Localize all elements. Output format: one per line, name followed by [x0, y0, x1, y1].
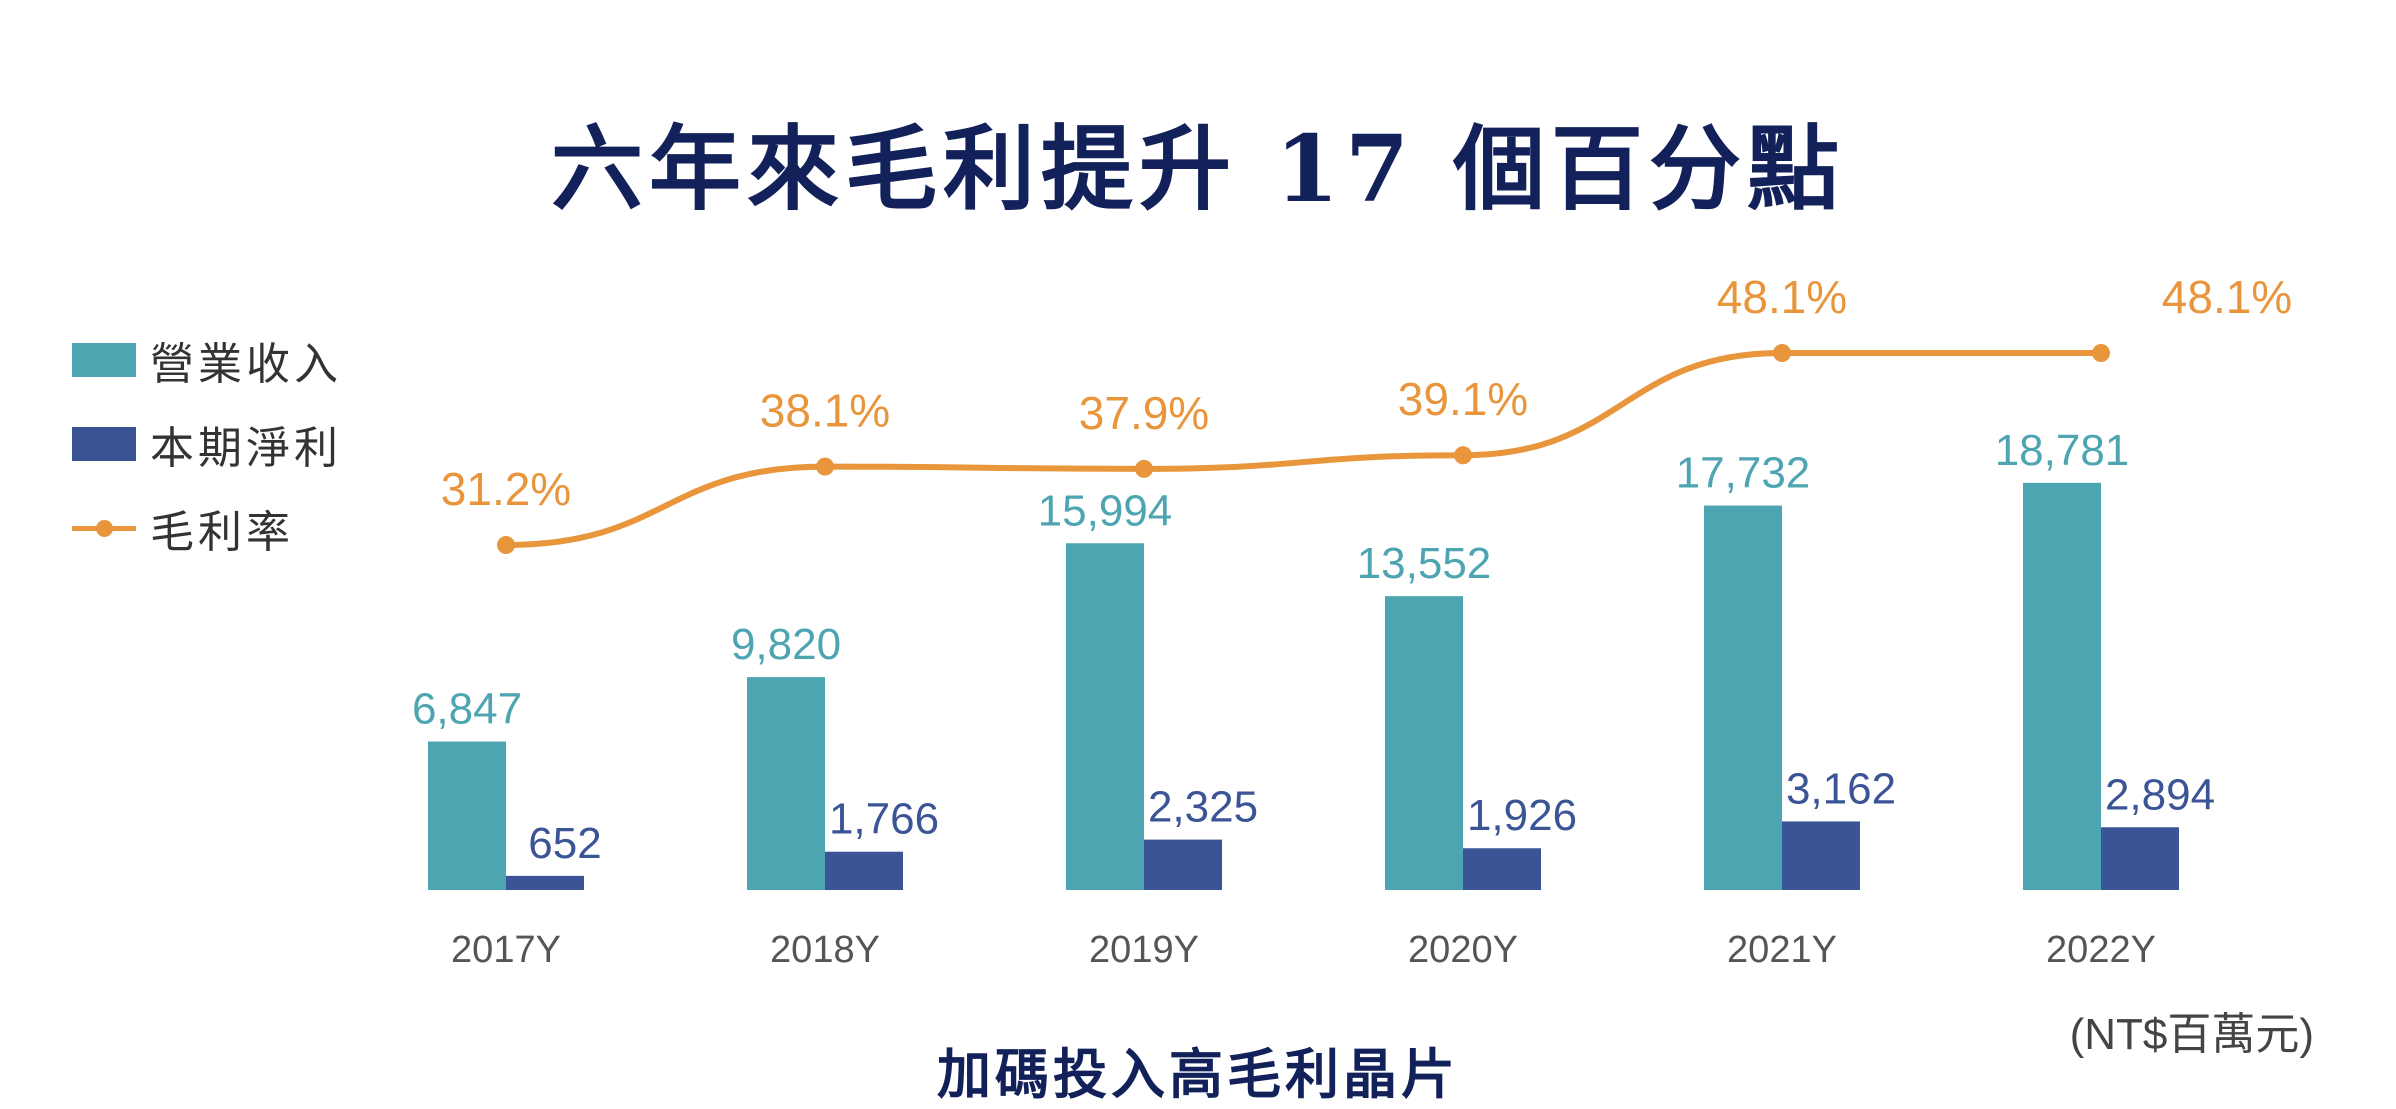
legend-label-revenue: 營業收入	[150, 339, 342, 390]
margin-point-2021Y	[1773, 344, 1791, 362]
margin-point-2017Y	[497, 536, 515, 554]
bar-net-income-2021Y	[1782, 821, 1860, 890]
label-margin-2017Y: 31.2%	[441, 463, 571, 515]
margin-line-icon	[72, 511, 136, 545]
x-tick-label-2018Y: 2018Y	[770, 929, 880, 971]
bar-revenue-2017Y	[428, 741, 506, 890]
margin-point-2022Y	[2092, 344, 2110, 362]
x-tick-label-2019Y: 2019Y	[1089, 929, 1199, 971]
revenue-swatch-icon	[72, 343, 136, 377]
bar-revenue-2018Y	[747, 677, 825, 890]
legend-label-margin: 毛利率	[150, 507, 294, 558]
label-net-income-2021Y: 3,162	[1786, 764, 1896, 813]
label-revenue-2018Y: 9,820	[731, 620, 841, 669]
legend-item-net-income: 本期淨利	[72, 402, 342, 486]
bar-net-income-2017Y	[506, 875, 584, 890]
bar-net-income-2022Y	[2101, 827, 2179, 890]
label-revenue-2022Y: 18,781	[1995, 426, 2130, 475]
margin-point-2019Y	[1135, 459, 1153, 478]
bar-revenue-2019Y	[1066, 543, 1144, 890]
label-net-income-2022Y: 2,894	[2105, 770, 2215, 819]
legend-item-revenue: 營業收入	[72, 318, 342, 402]
margin-line	[503, 349, 2104, 548]
label-margin-2022Y: 48.1%	[2162, 271, 2292, 323]
margin-point-2020Y	[1454, 446, 1472, 465]
x-tick-label-2021Y: 2021Y	[1727, 929, 1837, 971]
label-net-income-2018Y: 1,766	[829, 795, 939, 844]
bar-net-income-2018Y	[825, 851, 903, 890]
bar-revenue-2021Y	[1704, 505, 1782, 890]
label-margin-2021Y: 48.1%	[1717, 271, 1847, 323]
label-revenue-2017Y: 6,847	[412, 685, 522, 734]
bar-revenue-2020Y	[1385, 596, 1463, 890]
label-net-income-2017Y: 652	[528, 819, 601, 868]
label-revenue-2021Y: 17,732	[1676, 449, 1811, 498]
label-margin-2018Y: 38.1%	[760, 385, 890, 437]
label-revenue-2019Y: 15,994	[1038, 486, 1173, 535]
x-tick-label-2017Y: 2017Y	[451, 929, 561, 971]
page-title: 六年來毛利提升 17 個百分點	[550, 115, 1846, 223]
x-tick-label-2022Y: 2022Y	[2046, 929, 2156, 971]
label-net-income-2020Y: 1,926	[1467, 791, 1577, 840]
label-margin-2019Y: 37.9%	[1079, 387, 1209, 439]
x-tick-label-2020Y: 2020Y	[1408, 929, 1518, 971]
label-margin-2020Y: 39.1%	[1398, 373, 1528, 425]
net-income-swatch-icon	[72, 427, 136, 461]
label-net-income-2019Y: 2,325	[1148, 783, 1258, 832]
subtitle: 加碼投入高毛利晶片	[937, 1042, 1459, 1106]
bar-net-income-2019Y	[1144, 839, 1222, 890]
bar-net-income-2020Y	[1463, 848, 1541, 890]
bar-revenue-2022Y	[2023, 482, 2101, 890]
legend-label-net-income: 本期淨利	[150, 423, 342, 474]
margin-point-2018Y	[816, 457, 834, 476]
legend-item-margin: 毛利率	[72, 486, 342, 570]
legend: 營業收入 本期淨利 毛利率	[72, 318, 342, 570]
label-revenue-2020Y: 13,552	[1357, 539, 1492, 588]
unit-label: (NT$百萬元)	[2069, 1010, 2314, 1059]
